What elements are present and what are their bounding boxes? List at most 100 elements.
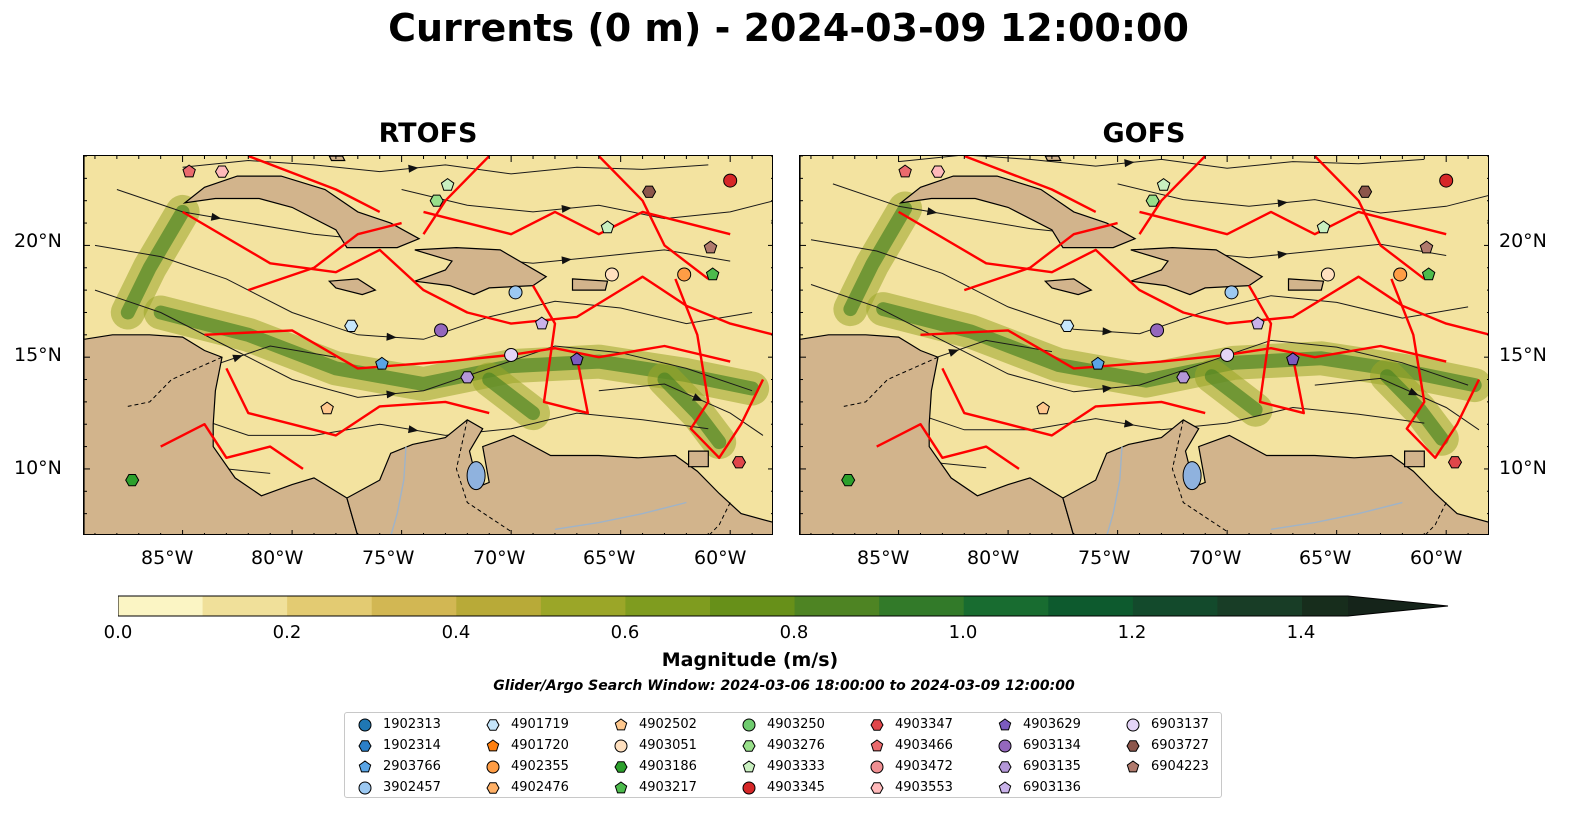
float-marker-4903553 (930, 165, 946, 178)
legend-item: 4902355 (485, 757, 569, 777)
colorbar-tick: 1.4 (1286, 622, 1316, 643)
legend-marker-icon (870, 760, 884, 773)
float-marker-4903466 (182, 164, 196, 178)
legend-marker-hexagon (486, 718, 500, 731)
legend-label: 1902314 (383, 738, 441, 753)
float-marker-6904223 (703, 240, 718, 254)
streamline (1183, 243, 1447, 259)
legend-marker-pentagon (870, 738, 884, 751)
streamline (401, 189, 772, 220)
colorbar-segment (963, 596, 1049, 616)
float-marker-4903217 (705, 267, 720, 281)
streamline-arrow (1408, 387, 1419, 396)
legend-marker-icon (1126, 759, 1140, 772)
lon-tick-label: 70°W (473, 547, 526, 569)
legend-item: 4902502 (613, 715, 697, 735)
figure-title: Currents (0 m) - 2024-03-09 12:00:00 (388, 6, 1189, 50)
current-magnitude-core (120, 204, 190, 320)
streamline-arrow (561, 256, 572, 265)
land-polygon (687, 450, 709, 468)
streamline-arrow (386, 390, 397, 399)
float-marker-4903345 (1439, 173, 1454, 188)
legend-marker-icon (486, 781, 500, 794)
float-marker-4903347 (1447, 456, 1463, 469)
legend-item: 4903629 (997, 715, 1081, 735)
legend-marker-hexagon (614, 760, 628, 773)
legend-marker-circle (614, 739, 628, 752)
legend-item: 4903250 (741, 715, 825, 735)
legend-marker-icon (614, 739, 628, 752)
colorbar-tick: 1.2 (1117, 622, 1147, 643)
eez-boundary (941, 367, 1206, 437)
streamline-arrow (1124, 419, 1135, 428)
current-magnitude-core (657, 372, 727, 450)
streamline-arrow (210, 212, 222, 221)
legend-item: 6903135 (997, 757, 1081, 777)
lon-tick-label: 80°W (967, 547, 1020, 569)
float-marker-3902457 (508, 285, 523, 300)
float-marker-6903727 (642, 185, 657, 198)
lon-tick-label: 60°W (694, 547, 747, 569)
land-polygon (1044, 156, 1062, 162)
colorbar-segment (287, 596, 373, 616)
legend-marker-icon (998, 717, 1012, 730)
float-marker-1902314 (1487, 219, 1488, 222)
legend-marker-hexagon (1126, 739, 1140, 752)
streamline-arrow (692, 393, 703, 401)
land-polygon (1043, 278, 1093, 296)
float-marker-4903186 (841, 474, 856, 487)
eez-boundary (1390, 278, 1481, 459)
float-marker-4903276 (429, 194, 444, 207)
legend-label: 6903136 (1023, 780, 1081, 795)
streamline-arrow (386, 332, 397, 341)
float-marker-4903553 (214, 165, 230, 178)
legend-label: 4903629 (1023, 717, 1081, 732)
streamline-arrow (232, 354, 243, 363)
map-panel-gofs[interactable] (799, 155, 1489, 535)
streamline (810, 239, 1469, 335)
legend-item: 4903186 (613, 757, 697, 777)
lon-tick-label: 85°W (857, 547, 910, 569)
float-marker-6903135 (460, 371, 475, 384)
legend-item: 4903466 (869, 736, 953, 756)
legend-marker-pentagon (742, 759, 756, 772)
colorbar-label: Magnitude (m/s) (661, 649, 839, 671)
legend-label: 6903137 (1151, 717, 1209, 732)
legend-marker-icon (358, 759, 372, 772)
legend-marker-pentagon (486, 738, 500, 751)
float-marker-4901719 (1060, 319, 1075, 332)
legend-label: 4903250 (767, 717, 825, 732)
lat-tick-label: 15°N (1499, 344, 1547, 366)
legend-marker-pentagon (998, 717, 1012, 730)
legend-marker-hexagon (358, 739, 372, 752)
colorbar-tick: 0.6 (610, 622, 640, 643)
float-marker-4902355 (677, 267, 692, 282)
lat-tick-label: 20°N (1499, 230, 1547, 252)
map-panel-rtofs[interactable] (83, 155, 773, 535)
legend-marker-pentagon (998, 780, 1012, 793)
river (1270, 501, 1403, 530)
streamline-arrow (561, 205, 572, 213)
legend-marker-icon (486, 760, 500, 773)
legend-marker-icon (742, 759, 756, 772)
legend-marker-circle (358, 718, 372, 731)
legend-item: 6903727 (1125, 736, 1209, 756)
legend-marker-icon (870, 738, 884, 751)
legend-marker-icon (1126, 739, 1140, 752)
legend-marker-circle (870, 760, 884, 773)
float-marker-3902457 (1224, 285, 1239, 300)
lon-tick-label: 75°W (1078, 547, 1131, 569)
float-marker-6903134 (1150, 323, 1165, 338)
legend-item: 3902457 (357, 778, 441, 798)
legend-marker-hexagon (870, 718, 884, 731)
float-marker-6903137 (1220, 347, 1235, 362)
eez-boundary (1139, 210, 1447, 236)
legend-marker-hexagon (486, 781, 500, 794)
streamline (1117, 183, 1488, 214)
float-marker-2903766 (375, 356, 389, 370)
legend-marker-icon (742, 739, 756, 752)
legend-item: 4903217 (613, 778, 697, 798)
lon-tick-label: 60°W (1410, 547, 1463, 569)
legend-item: 4903347 (869, 715, 953, 735)
country-border (709, 502, 731, 534)
